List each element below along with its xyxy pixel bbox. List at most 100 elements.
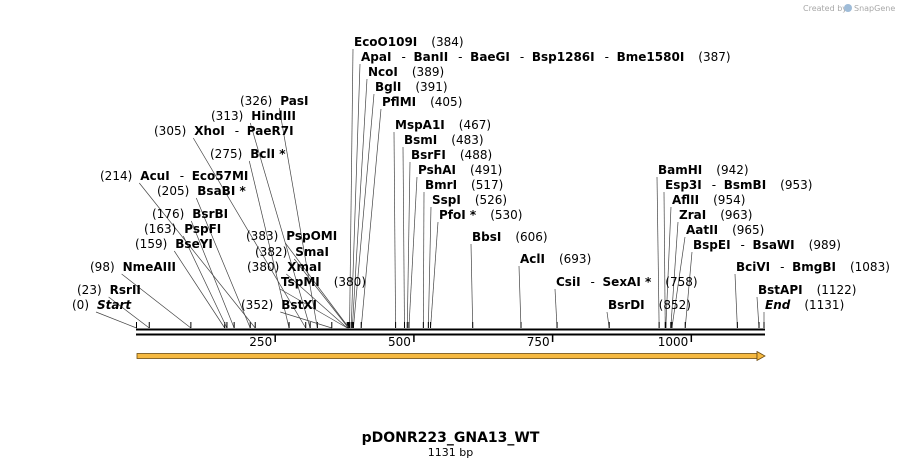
site-label: AatII (965) <box>686 223 764 237</box>
site-position: (965) <box>732 223 764 237</box>
enzyme-name: BstXI <box>281 298 317 312</box>
site-connector <box>248 160 290 329</box>
site-connector <box>249 122 311 329</box>
enzyme-name: AatII <box>686 223 718 237</box>
enzyme-name: PflMI <box>382 95 416 109</box>
enzyme-name: BanII <box>413 50 448 64</box>
site-position: (693) <box>559 252 591 266</box>
enzyme-name: BsrFI <box>411 148 446 162</box>
site-label: AclI (693) <box>520 252 591 266</box>
enzyme-name: BamHI <box>658 163 702 177</box>
enzyme-name: SspI <box>432 193 461 207</box>
enzyme-name: PshAI <box>418 163 456 177</box>
site-connector <box>139 182 256 329</box>
name-separator: - <box>401 50 405 64</box>
site-connector <box>280 311 332 329</box>
site-labels: (0) Start(23) RsrII(98) NmeAIII(159) BseYI(1… <box>72 35 890 312</box>
enzyme-name: PaeR7I <box>247 124 294 138</box>
enzyme-name: AcuI <box>140 169 169 183</box>
enzyme-name: Bsp1286I <box>532 50 595 64</box>
site-connector <box>670 221 679 329</box>
site-label: (305) XhoI - PaeR7I <box>154 124 294 138</box>
site-connector <box>554 288 558 329</box>
site-label: ApaI - BanII - BaeGI - Bsp1286I - Bme1580I (387) <box>361 50 731 64</box>
site-label: BstAPI (1122) <box>758 283 856 297</box>
site-position: (963) <box>720 208 752 222</box>
enzyme-name: AclI <box>520 252 545 266</box>
site-position: (1083) <box>850 260 890 274</box>
site-connector <box>353 93 375 329</box>
enzyme-name: MspA1I <box>395 118 445 132</box>
site-position: (380) <box>247 260 279 274</box>
site-connector <box>195 197 251 329</box>
feature-arrow-body <box>136 353 758 359</box>
enzyme-name: XmaI <box>287 260 321 274</box>
site-position: (163) <box>144 222 176 236</box>
site-label: PshAI (491) <box>418 163 502 177</box>
enzyme-name: Eco57MI <box>192 169 249 183</box>
enzyme-name: BseYI <box>175 237 213 251</box>
site-connector <box>402 146 405 329</box>
enzyme-name: Start <box>97 298 132 312</box>
site-label: PflMI (405) <box>382 95 462 109</box>
site-label: BamHI (942) <box>658 163 749 177</box>
site-label: TspMI (380) <box>281 275 366 289</box>
site-position: (483) <box>451 133 483 147</box>
site-position: (384) <box>431 35 463 49</box>
site-label: (98) NmeAIII <box>90 260 176 274</box>
site-connector <box>108 296 150 329</box>
site-position: (526) <box>475 193 507 207</box>
site-position: (989) <box>809 238 841 252</box>
site-position: (954) <box>713 193 745 207</box>
name-separator: - <box>780 260 784 274</box>
site-position: (275) <box>210 147 242 161</box>
enzyme-name: Bme1580I <box>617 50 685 64</box>
site-connector <box>665 206 672 329</box>
site-label: (176) BsrBI <box>152 207 228 221</box>
enzyme-name: ZraI <box>679 208 706 222</box>
site-connector <box>360 108 382 329</box>
site-label: BsmI (483) <box>404 133 484 147</box>
site-label: (326) PasI <box>240 94 308 108</box>
site-connector <box>95 311 137 329</box>
enzyme-name: ApaI <box>361 50 391 64</box>
site-label: (205) BsaBI * <box>157 184 246 198</box>
plasmid-title: pDONR223_GNA13_WT <box>362 430 540 446</box>
site-position: (606) <box>515 230 547 244</box>
enzyme-name: SexAI * <box>603 275 652 289</box>
site-label: EcoO109I (384) <box>354 35 464 49</box>
credit-brand: SnapGene <box>854 4 895 13</box>
enzyme-name: BsmI <box>404 133 437 147</box>
site-position: (942) <box>716 163 748 177</box>
site-label: (159) BseYI <box>135 237 213 251</box>
enzyme-name: PfoI * <box>439 208 477 222</box>
site-connector <box>279 288 348 329</box>
site-label: BbsI (606) <box>472 230 548 244</box>
site-connector <box>173 250 226 329</box>
site-position: (23) <box>77 283 102 297</box>
site-position: (391) <box>415 80 447 94</box>
site-connector <box>406 161 411 329</box>
site-connector <box>278 107 318 329</box>
site-position: (491) <box>470 163 502 177</box>
site-position: (488) <box>460 148 492 162</box>
site-label: AflII (954) <box>672 193 745 207</box>
site-label: (313) HindIII <box>211 109 296 123</box>
enzyme-name: BglI <box>375 80 401 94</box>
site-label: (23) RsrII <box>77 283 141 297</box>
site-position: (405) <box>430 95 462 109</box>
site-connector <box>656 176 660 329</box>
site-label: BsrDI (852) <box>608 298 691 312</box>
name-separator: - <box>180 169 184 183</box>
site-position: (352) <box>241 298 273 312</box>
site-connector <box>470 243 474 329</box>
site-lines <box>95 48 765 329</box>
plasmid-length: 1131 bp <box>428 446 473 459</box>
site-connector <box>734 273 738 329</box>
name-separator: - <box>520 50 524 64</box>
site-position: (383) <box>246 229 278 243</box>
site-position: (176) <box>152 207 184 221</box>
enzyme-name: EcoO109I <box>354 35 417 49</box>
site-label: (383) PspOMI <box>246 229 337 243</box>
site-connector <box>671 236 686 329</box>
